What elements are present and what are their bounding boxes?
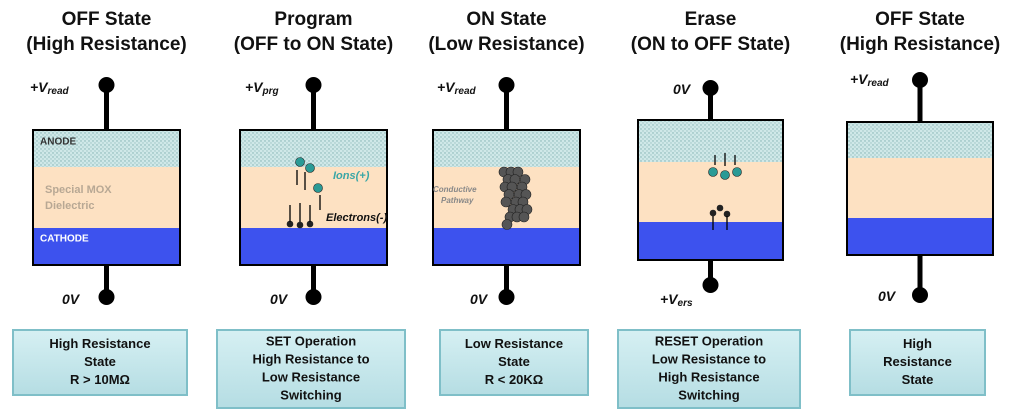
layer-label: CATHODE: [40, 234, 89, 245]
status-text: State: [498, 354, 530, 369]
voltage-subscript: read: [455, 86, 477, 97]
particle: [314, 184, 323, 193]
voltage-label: +Vread: [850, 71, 890, 89]
voltage-text: +V: [660, 291, 679, 307]
panel-title: (Low Resistance): [428, 34, 584, 55]
voltage-label: 0V: [62, 291, 81, 307]
voltage-subscript: read: [48, 86, 70, 97]
terminal: [703, 80, 719, 96]
status-text: Switching: [280, 387, 341, 402]
panel-title: OFF State: [875, 9, 965, 30]
status-text: RESET Operation: [655, 333, 763, 348]
layer-label: Electrons(-): [326, 212, 387, 224]
particle: [710, 210, 716, 216]
voltage-text: 0V: [270, 291, 289, 307]
panel-title: (High Resistance): [26, 34, 186, 55]
panel-title: (ON to OFF State): [631, 34, 790, 55]
panel-title: ON State: [466, 9, 546, 30]
voltage-text: 0V: [470, 291, 489, 307]
status-text: R > 10MΩ: [70, 372, 130, 387]
panel-title: (High Resistance): [840, 34, 1000, 55]
voltage-label: +Vread: [437, 79, 477, 97]
status-text: State: [84, 354, 116, 369]
status-text: High Resistance: [49, 336, 150, 351]
terminal: [912, 72, 928, 88]
voltage-label: 0V: [673, 81, 692, 97]
particle: [733, 168, 742, 177]
terminal: [912, 287, 928, 303]
status-text: R < 20KΩ: [485, 372, 543, 387]
dielectric: [33, 167, 180, 228]
panel-title: Program: [274, 9, 352, 30]
voltage-label: 0V: [878, 288, 897, 304]
voltage-text: +V: [30, 79, 49, 95]
voltage-text: +V: [245, 79, 264, 95]
terminal: [703, 277, 719, 293]
particle: [519, 212, 529, 222]
terminal: [99, 289, 115, 305]
status-text: High Resistance: [658, 369, 759, 384]
particle: [296, 158, 305, 167]
status-text: High Resistance to: [252, 351, 369, 366]
status-text: Low Resistance to: [652, 351, 766, 366]
voltage-subscript: prg: [262, 86, 279, 97]
status-text: Low Resistance: [465, 336, 563, 351]
layer-label: Pathway: [441, 196, 474, 205]
anode: [847, 122, 993, 158]
cathode: [240, 228, 387, 265]
particle: [502, 220, 512, 230]
terminal: [499, 289, 515, 305]
diagram: OFF State(High Resistance)+Vread0VHigh R…: [0, 0, 1015, 412]
voltage-text: 0V: [878, 288, 897, 304]
voltage-label: 0V: [270, 291, 289, 307]
layer-label: Ions(+): [333, 170, 370, 182]
status-text: Switching: [678, 387, 739, 402]
anode: [433, 130, 580, 167]
voltage-label: +Vprg: [245, 79, 279, 97]
panel-title: (OFF to ON State): [234, 34, 393, 55]
terminal: [99, 77, 115, 93]
particle: [721, 171, 730, 180]
layer-label: ANODE: [40, 137, 76, 148]
status-text: SET Operation: [266, 333, 356, 348]
anode: [638, 120, 783, 162]
terminal: [306, 289, 322, 305]
voltage-text: 0V: [673, 81, 692, 97]
particle: [717, 205, 723, 211]
particle: [709, 168, 718, 177]
layer-label: Conductive: [433, 185, 477, 194]
anode: [240, 130, 387, 167]
voltage-text: +V: [437, 79, 456, 95]
status-text: Resistance: [883, 354, 952, 369]
voltage-subscript: ers: [678, 298, 693, 309]
particle: [306, 164, 315, 173]
dielectric: [847, 158, 993, 218]
anode: [33, 130, 180, 167]
status-text: Low Resistance: [262, 369, 360, 384]
terminal: [499, 77, 515, 93]
layer-label: Dielectric: [45, 200, 95, 212]
cathode: [433, 228, 580, 265]
particle: [297, 222, 303, 228]
voltage-text: 0V: [62, 291, 81, 307]
cathode: [638, 222, 783, 260]
voltage-text: +V: [850, 71, 869, 87]
panel-title: Erase: [685, 9, 737, 30]
terminal: [306, 77, 322, 93]
layer-label: Special MOX: [45, 184, 112, 196]
voltage-label: 0V: [470, 291, 489, 307]
cathode: [847, 218, 993, 255]
status-text: High: [903, 336, 932, 351]
panel-title: OFF State: [62, 9, 152, 30]
status-text: State: [902, 372, 934, 387]
voltage-label: +Vread: [30, 79, 70, 97]
voltage-label: +Vers: [660, 291, 693, 309]
voltage-subscript: read: [868, 78, 890, 89]
particle: [501, 197, 511, 207]
